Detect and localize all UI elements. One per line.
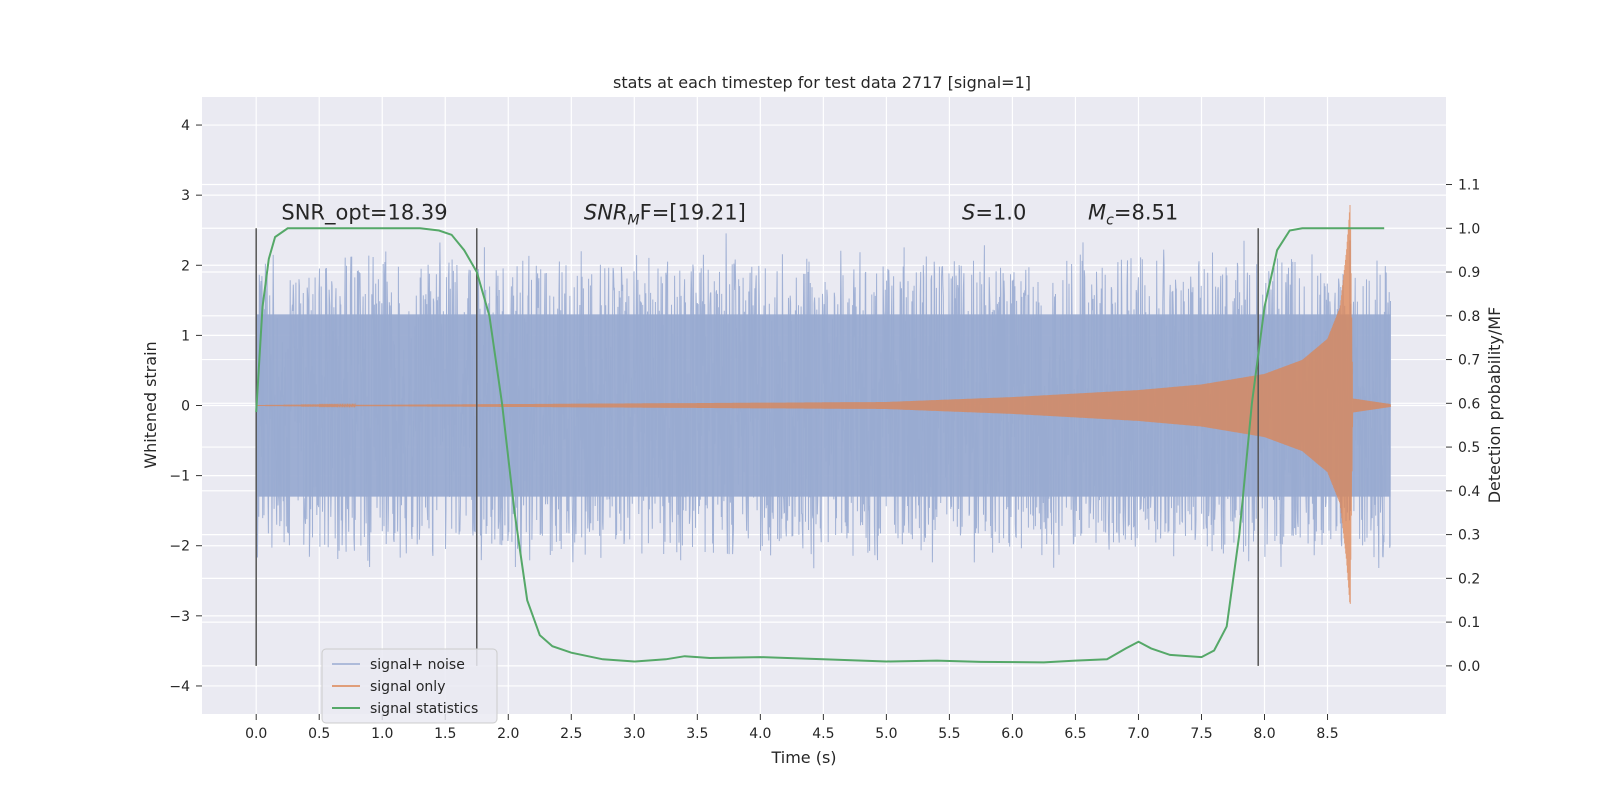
legend-label: signal+ noise [370,657,465,673]
statistics-line [255,227,1385,664]
annotations: SNR_opt=18.39 SNRMF=[19.21] S=1.0 Mc=8.51 [281,201,1178,229]
y-tick-label: 1 [181,328,190,344]
chart-title: stats at each timestep for test data 271… [613,73,1031,92]
legend: signal+ noise signal only signal statistic… [321,648,498,724]
x-tick-label: 8.0 [1253,726,1275,742]
annotation-symbol: S [962,201,975,225]
y2-tick-label: 0.0 [1458,659,1480,675]
y-axis-ticks: −4 −3 −2 −1 0 1 2 3 4 [169,118,202,695]
annotation-symbol: M [1088,201,1106,225]
x-tick-label: 0.5 [308,726,330,742]
annotation-label: Mc=8.51 [1088,201,1178,229]
x-tick-label: 1.5 [434,726,456,742]
x-tick-label: 2.0 [497,726,519,742]
annotation-value: =1.0 [975,201,1026,225]
y2-tick-label: 0.7 [1458,353,1480,369]
x-tick-label: 1.0 [371,726,393,742]
x-tick-label: 4.5 [812,726,834,742]
y2-axis-ticks: 0.0 0.1 0.2 0.3 0.4 0.5 0.6 0.7 0.8 0.9 1.0 1.1 [1446,178,1480,675]
x-tick-label: 2.5 [560,726,582,742]
annotation-value: =8.51 [1114,201,1178,225]
x-tick-label: 8.5 [1316,726,1338,742]
y-tick-label: −2 [169,539,190,555]
y2-tick-label: 0.5 [1458,440,1480,456]
y2-tick-label: 1.0 [1458,221,1480,237]
x-tick-label: 6.0 [1001,726,1023,742]
y-tick-label: 4 [181,118,190,134]
x-tick-label: 4.0 [749,726,771,742]
annotation-label: S=1.0 [962,201,1026,225]
x-tick-label: 7.0 [1127,726,1149,742]
annotation-symbol: SNR [584,201,628,225]
x-tick-label: 6.5 [1064,726,1086,742]
legend-label: signal statistics [370,701,478,717]
y2-tick-label: 0.3 [1458,528,1480,544]
y2-tick-label: 0.8 [1458,309,1480,325]
x-tick-label: 7.5 [1190,726,1212,742]
annotation-label: SNR_opt=18.39 [281,201,447,226]
y2-tick-label: 0.4 [1458,484,1480,500]
annotation-value: F=[19.21] [640,201,746,225]
y-tick-label: 3 [181,188,190,204]
x-tick-label: 5.0 [875,726,897,742]
y-tick-label: −1 [169,469,190,485]
y2-tick-label: 1.1 [1458,178,1480,194]
annotation-subscript: M [628,213,640,229]
annotation-label: SNRMF=[19.21] [584,201,746,229]
signal-line [256,204,1391,604]
y2-tick-label: 0.2 [1458,571,1480,587]
signal-series [256,204,1391,604]
y2-tick-label: 0.6 [1458,396,1480,412]
x-tick-label: 0.0 [245,726,267,742]
x-tick-label: 3.0 [623,726,645,742]
y2-tick-label: 0.1 [1458,615,1480,631]
annotation-subscript: c [1106,213,1114,229]
y2-axis-label: Detection probability/MF [1485,307,1504,504]
legend-box [321,648,498,724]
y2-tick-label: 0.9 [1458,265,1480,281]
x-axis-label: Time (s) [770,748,836,767]
y-tick-label: 2 [181,258,190,274]
vertical-markers [255,228,1259,666]
y-tick-label: −3 [169,609,190,625]
x-tick-label: 5.5 [938,726,960,742]
statistics-series [255,227,1385,664]
y-tick-label: −4 [169,679,190,695]
y-axis-label: Whitened strain [141,341,160,468]
x-axis-ticks: 0.0 0.5 1.0 1.5 2.0 2.5 3.0 3.5 4.0 4.5 5.0 5.5 6.0 6… [245,714,1339,742]
legend-label: signal only [370,679,445,695]
y-tick-label: 0 [181,399,190,415]
x-tick-label: 3.5 [686,726,708,742]
